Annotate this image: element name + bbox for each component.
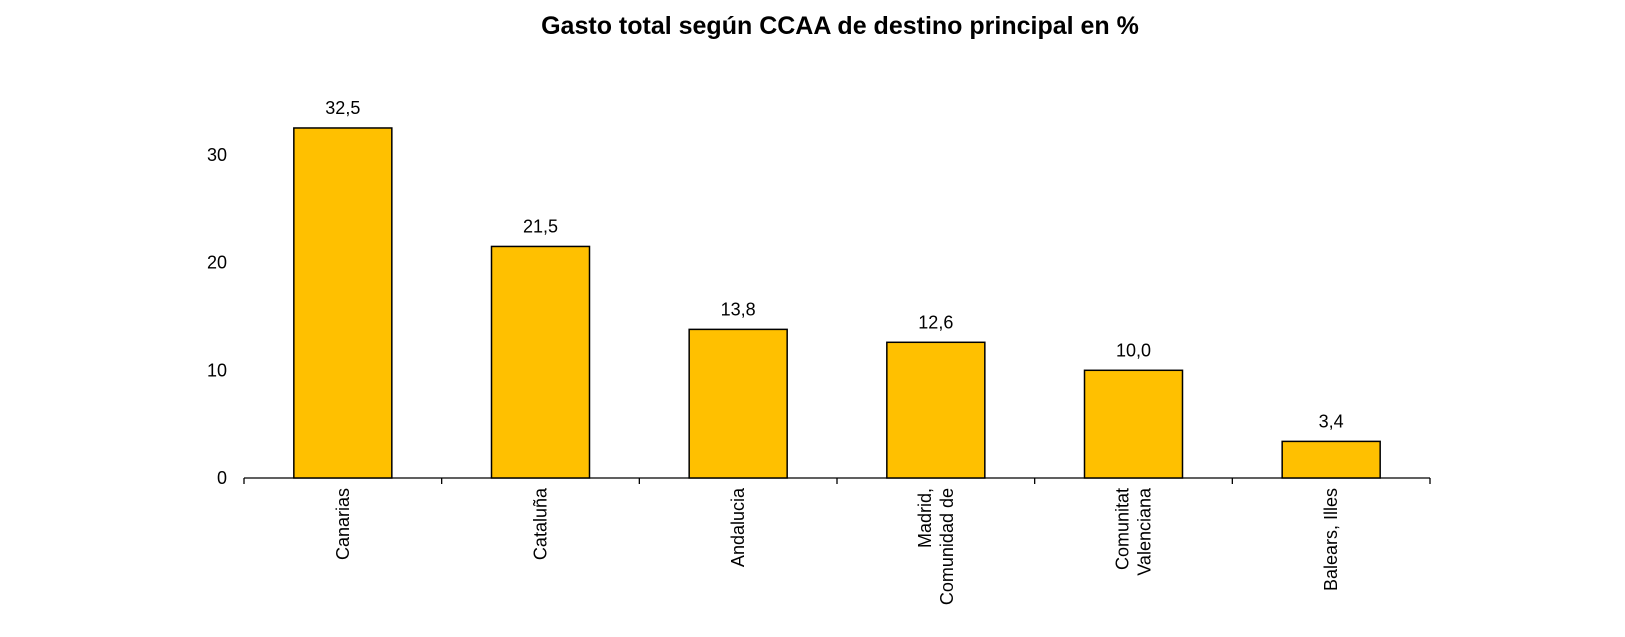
bar: [293, 127, 393, 479]
category-label-line: Cataluña: [531, 487, 551, 560]
category-label: Madrid, Comunidad de: [915, 488, 957, 605]
category-label-line: Andalucia: [728, 487, 748, 567]
category-label-line: Canarias: [333, 488, 353, 560]
bar: [886, 341, 986, 479]
category-label-line: Balears, Illes: [1321, 488, 1341, 591]
y-axis: 0 10 20 30: [207, 145, 227, 488]
y-tick-label: 0: [217, 468, 227, 488]
category-label: Balears, Illes: [1321, 488, 1341, 591]
y-tick-label: 20: [207, 253, 227, 273]
category-label-line: Madrid,: [915, 488, 935, 548]
data-label: 21,5: [523, 216, 558, 236]
data-labels: 32,5 21,5 13,8 12,6 10,0 3,4: [325, 98, 1343, 431]
chart-title: Gasto total según CCAA de destino princi…: [541, 12, 1139, 40]
data-label: 13,8: [721, 299, 756, 319]
category-label: Comunitat Valenciana: [1113, 487, 1155, 576]
category-labels: Canarias Cataluña Andalucia Madrid, Comunida…: [333, 487, 1341, 605]
data-label: 3,4: [1319, 411, 1344, 431]
category-label-line: Valenciana: [1135, 487, 1155, 576]
category-label: Canarias: [333, 488, 353, 560]
category-label-line: Comunitat: [1113, 488, 1133, 570]
bars: [293, 127, 1381, 479]
data-label: 32,5: [325, 98, 360, 118]
category-label-line: Comunidad de: [937, 488, 957, 605]
data-label: 12,6: [918, 312, 953, 332]
y-tick-label: 10: [207, 360, 227, 380]
x-axis: [243, 477, 1431, 484]
category-label: Cataluña: [531, 487, 551, 560]
bar: [1281, 440, 1381, 479]
y-tick-label: 30: [207, 145, 227, 165]
category-label: Andalucia: [728, 487, 748, 567]
data-label: 10,0: [1116, 340, 1151, 360]
bar: [1083, 369, 1184, 479]
bar: [490, 245, 591, 479]
bar: [688, 328, 788, 479]
